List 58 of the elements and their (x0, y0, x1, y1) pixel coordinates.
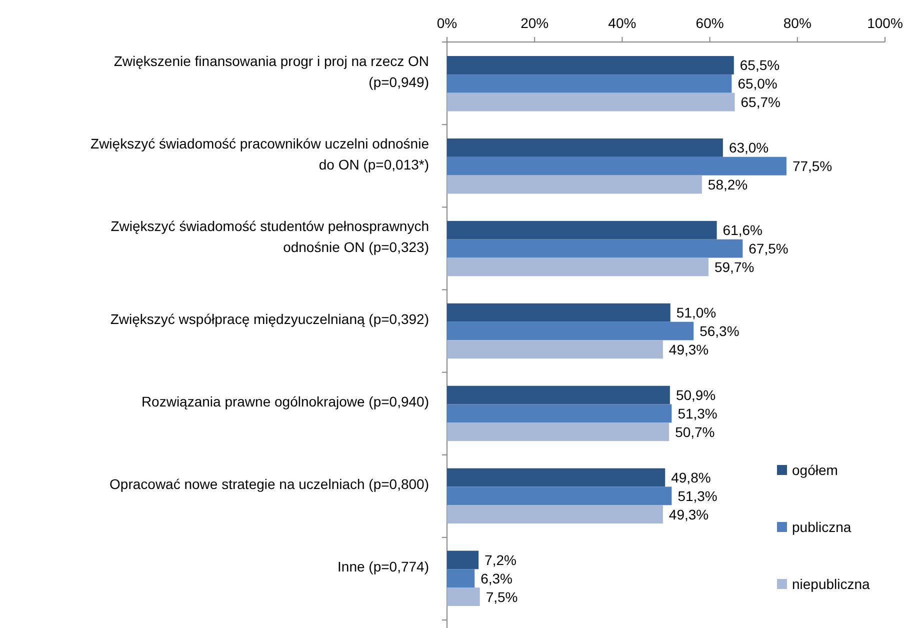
bar (447, 550, 479, 570)
x-tick-label: 100% (867, 15, 903, 31)
bar (447, 156, 786, 176)
x-tick-label: 0% (436, 15, 458, 31)
bar (447, 468, 666, 487)
data-label: 49,8% (671, 469, 711, 486)
data-label: 58,2% (708, 176, 748, 193)
bar (447, 322, 694, 340)
y-tick-label: Zwiększyć świadomość pracowników uczelni odnośnie do ON (p=0,013*) (90, 135, 430, 172)
data-label: 65,7% (740, 94, 780, 110)
bar (447, 220, 717, 240)
bar (447, 175, 702, 194)
bar (447, 505, 663, 524)
y-tick-label: Inne (p=0,774) (338, 558, 429, 575)
data-label: 77,5% (792, 158, 832, 174)
data-label: 51,3% (678, 488, 718, 504)
legend-label: ogółem (792, 462, 838, 478)
bar (447, 340, 663, 359)
bar (447, 303, 670, 322)
bar (447, 138, 723, 157)
data-label: 67,5% (748, 240, 788, 257)
bar (447, 92, 735, 112)
x-tick-label: 60% (696, 15, 724, 31)
data-label: 50,7% (675, 424, 715, 440)
bar (447, 486, 672, 506)
data-label: 7,5% (486, 588, 518, 605)
bar (447, 588, 480, 606)
x-tick-label: 80% (783, 15, 812, 31)
data-label: 49,3% (668, 506, 709, 522)
data-label: 61,6% (722, 222, 763, 238)
bar (447, 239, 743, 258)
y-tick-label: Zwiększenie finansowania progr i proj na rzecz ON (p=0,949) (114, 52, 429, 90)
bar (447, 569, 475, 588)
y-tick-label: Rozwiązania prawne ogólnokrajowe (p=0,940) (141, 394, 429, 410)
bar (447, 404, 672, 423)
x-tick-label: 20% (520, 15, 549, 31)
x-tick-label: 40% (608, 15, 636, 31)
data-label: 63,0% (728, 140, 769, 156)
data-label: 51,3% (678, 405, 718, 422)
y-tick-label: Opracować nowe strategie na uczelniach (p=0,800) (110, 476, 429, 492)
data-label: 56,3% (700, 323, 740, 339)
y-tick-label: Zwiększyć współpracę międzyuczelnianą (p=0,392) (110, 311, 429, 327)
data-label: 50,9% (676, 387, 716, 404)
data-label: 51,0% (676, 304, 716, 321)
legend-label: publiczna (792, 519, 852, 535)
bar (447, 56, 734, 74)
bar (447, 386, 670, 404)
data-label: 7,2% (484, 552, 516, 568)
data-label: 65,5% (740, 57, 780, 74)
data-label: 65,0% (738, 76, 778, 92)
bar (447, 74, 732, 93)
data-label: 49,3% (668, 341, 709, 358)
bar (447, 258, 708, 276)
bar (447, 422, 670, 442)
data-label: 6,3% (480, 570, 513, 586)
y-tick-label: Zwiększyć świadomość studentów pełnosprawnych odnośnie ON (p=0,323) (110, 218, 429, 255)
legend-label: niepubliczna (792, 576, 870, 592)
data-label: 59,7% (714, 258, 754, 275)
